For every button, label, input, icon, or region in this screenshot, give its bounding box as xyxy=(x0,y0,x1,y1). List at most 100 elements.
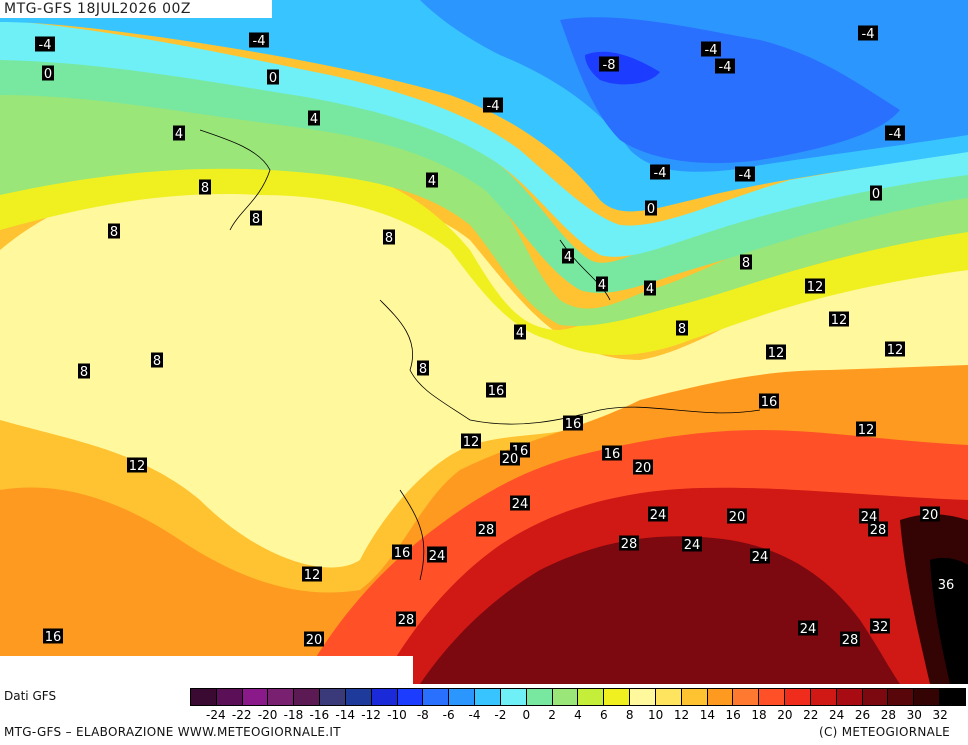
colorbar-tick-label: -10 xyxy=(387,708,407,722)
colorbar-tick-label: 2 xyxy=(548,708,556,722)
map-value-label-text: 8 xyxy=(742,256,750,271)
colorbar-swatch xyxy=(475,689,501,705)
map-value-label: 28 xyxy=(396,611,416,628)
colorbar-tick-label: 8 xyxy=(625,708,634,722)
map-value-label-box xyxy=(885,125,905,141)
map-value-label-box xyxy=(701,41,721,57)
map-value-label-box xyxy=(644,280,656,296)
map-value-label-box xyxy=(840,631,860,647)
map-value-label-box xyxy=(856,421,876,437)
field-band-28 xyxy=(420,536,900,684)
map-value-label-text: 28 xyxy=(478,523,495,538)
map-value-label-box xyxy=(43,628,63,644)
colorbar-tick-label: 20 xyxy=(777,708,793,722)
colorbar-swatch xyxy=(397,689,424,705)
map-value-label-box xyxy=(870,185,882,201)
colorbar-swatch xyxy=(630,689,656,705)
colorbar-swatch xyxy=(862,689,889,705)
colorbar-swatch xyxy=(423,689,450,705)
map-value-label: 12 xyxy=(805,278,825,295)
map-value-label-text: 12 xyxy=(463,435,480,450)
colorbar-swatch xyxy=(888,689,915,705)
colorbar-tick-label: -2 xyxy=(494,708,507,722)
map-value-label-box xyxy=(870,618,890,634)
colorbar-swatch xyxy=(191,689,217,705)
map-value-label-box xyxy=(676,320,688,336)
map-value-label: 16 xyxy=(563,415,583,432)
map-value-label: -4 xyxy=(701,41,721,58)
map-value-label-text: 8 xyxy=(385,231,393,246)
colorbar-swatch xyxy=(655,689,682,705)
map-value-label-box xyxy=(42,65,54,81)
map-value-label-text: 8 xyxy=(153,354,161,369)
map-value-label: 4 xyxy=(426,172,438,189)
map-value-label-box xyxy=(483,97,503,113)
coastline xyxy=(199,129,761,581)
map-value-label: 8 xyxy=(676,320,688,337)
map-value-label-text: -4 xyxy=(39,38,52,53)
map-value-label-box xyxy=(304,631,324,647)
map-value-label: -4 xyxy=(35,36,55,53)
map-value-label: -8 xyxy=(599,56,619,73)
colorbar-swatch xyxy=(242,689,269,705)
map-value-label-box xyxy=(383,229,395,245)
map-value-label: 16 xyxy=(486,382,506,399)
map-value-label-text: 12 xyxy=(858,423,875,438)
map-value-label-box xyxy=(486,382,506,398)
map-value-label-text: -4 xyxy=(719,60,732,75)
map-value-label: 0 xyxy=(42,65,54,82)
map-value-label-box xyxy=(127,457,147,473)
colorbar xyxy=(190,688,966,706)
map-value-label: 24 xyxy=(682,536,702,553)
map-value-label-text: -4 xyxy=(253,34,266,49)
map-value-label-text: 24 xyxy=(861,510,878,525)
map-value-label-text: 20 xyxy=(922,508,939,523)
map-value-label-text: -4 xyxy=(487,99,500,114)
map-value-label-box xyxy=(633,459,653,475)
colorbar-tick-label: 22 xyxy=(803,708,819,722)
colorbar-tick-label: 6 xyxy=(600,708,608,722)
map-value-label-text: 8 xyxy=(201,181,209,196)
colorbar-swatch xyxy=(449,689,476,705)
map-value-label: 12 xyxy=(829,311,849,328)
colorbar-swatch xyxy=(810,689,837,705)
colorbar-tick-label: -12 xyxy=(361,708,381,722)
map-value-label-box xyxy=(645,200,657,216)
map-value-label-text: 4 xyxy=(310,112,318,127)
map-value-label-text: 8 xyxy=(80,365,88,380)
map-value-label: 24 xyxy=(798,620,818,637)
map-value-label-text: 28 xyxy=(621,537,638,552)
map-value-label-box xyxy=(936,576,956,592)
map-value-label-box xyxy=(426,172,438,188)
colorbar-swatch xyxy=(345,689,372,705)
map-value-label-text: 4 xyxy=(428,174,436,189)
map-value-label: 12 xyxy=(461,433,481,450)
map-value-label-text: 36 xyxy=(938,578,955,593)
map-value-label-box xyxy=(308,110,320,126)
map-value-label-text: -8 xyxy=(603,58,616,73)
colorbar-tick-label: 28 xyxy=(880,708,897,722)
map-value-label: 8 xyxy=(740,254,752,271)
map-value-label-box xyxy=(829,311,849,327)
map-value-label: 4 xyxy=(173,125,185,142)
map-value-label-text: 24 xyxy=(650,508,667,523)
colorbar-swatch xyxy=(552,689,579,705)
map-value-label-box xyxy=(500,450,520,466)
colorbar-tick-label: -4 xyxy=(468,708,481,722)
map-value-label-box xyxy=(727,508,747,524)
map-value-label-box xyxy=(715,58,735,74)
map-value-label-text: 28 xyxy=(870,523,887,538)
map-value-label: 4 xyxy=(562,248,574,265)
map-value-label-box xyxy=(798,620,818,636)
map-value-label-box xyxy=(682,536,702,552)
map-value-label-box xyxy=(108,223,120,239)
blank-panel xyxy=(0,656,413,684)
map-value-label: 16 xyxy=(392,544,412,561)
colorbar-tick-label: 24 xyxy=(829,708,845,722)
colorbar-labels: -24 -22 -20 -18 -16 -14 -12 -10 -8 -6 -4 -2 0 2 4 6 8 10 1… xyxy=(190,708,966,722)
field-band-10 xyxy=(0,181,968,568)
map-value-label-text: 20 xyxy=(729,510,746,525)
map-value-label-box xyxy=(392,544,412,560)
map-value-label-box xyxy=(650,164,670,180)
